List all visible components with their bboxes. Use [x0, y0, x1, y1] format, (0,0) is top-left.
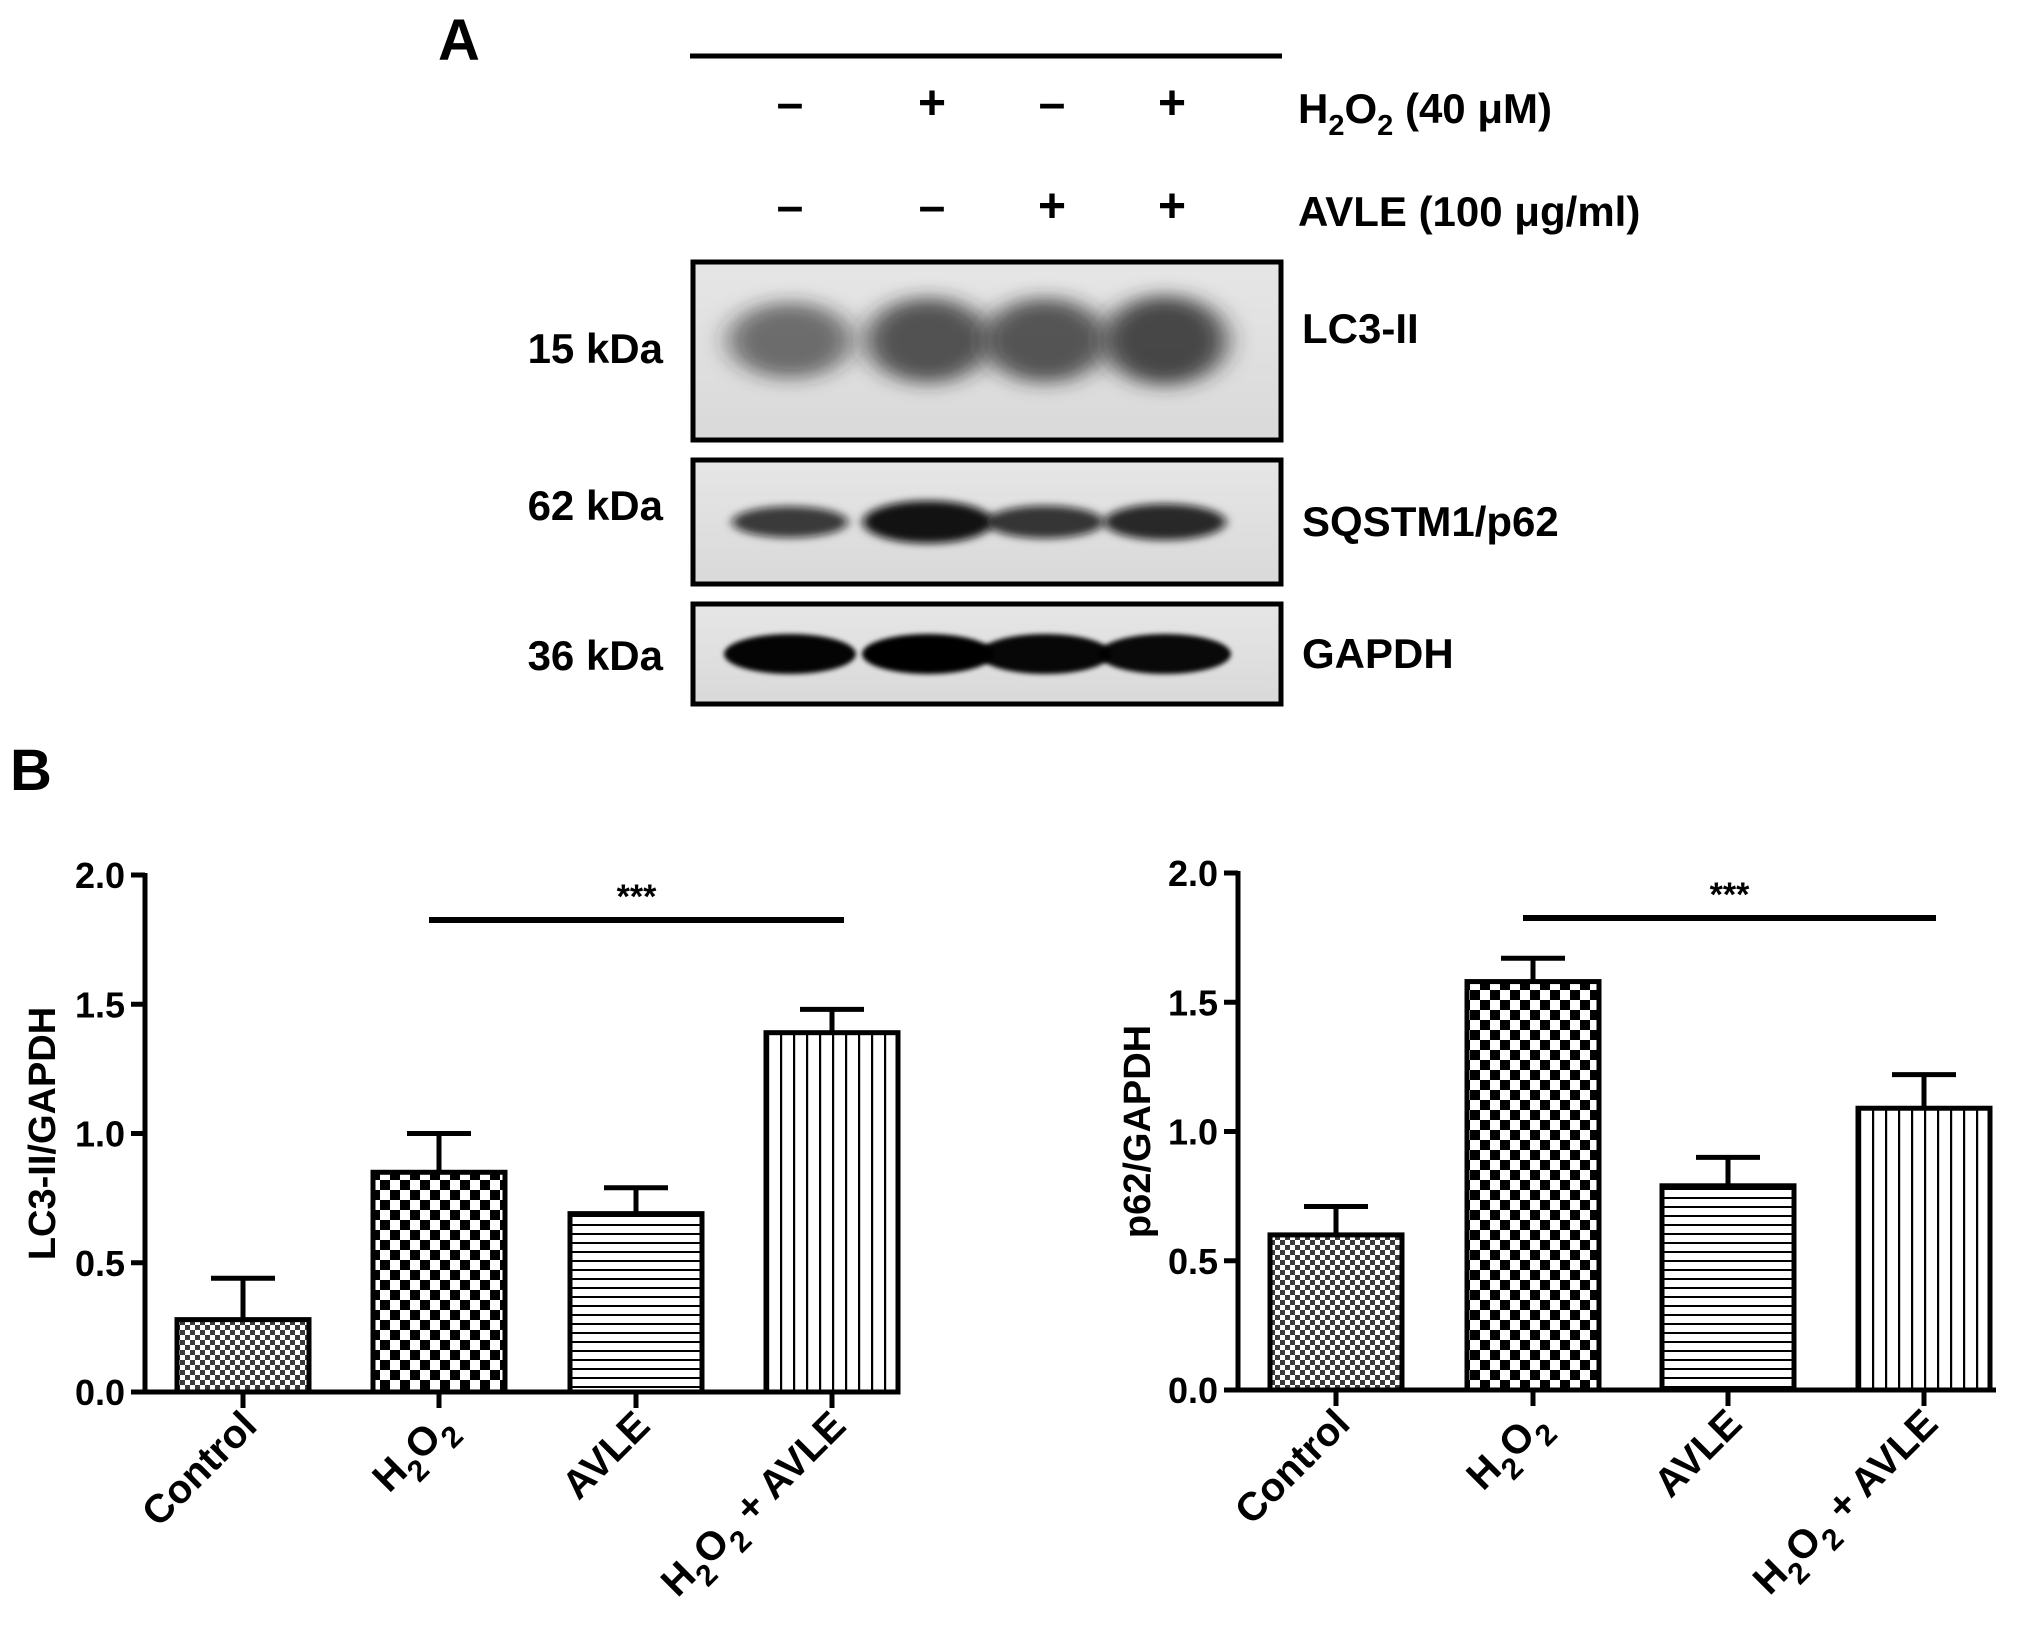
y-tick-label: 2.0 — [1168, 853, 1218, 894]
y-tick-label: 0.0 — [1168, 1370, 1218, 1411]
y-tick-label: 2.0 — [75, 855, 125, 896]
lc3-bar-chart: 0.0 0.5 1.0 1.5 2.0 LC3-II/GAPDH Control H2​O2​… — [22, 855, 901, 1613]
x-tick-label: Control — [134, 1403, 266, 1535]
blot-marker-label: 36 kDa — [528, 632, 664, 679]
x-tick-label: H2​O2​ + AVLE — [1745, 1401, 1955, 1611]
significance-label: *** — [1710, 876, 1750, 914]
treatment-sign: – — [777, 77, 804, 130]
treatment-label: AVLE (100 μg/ml) — [1298, 188, 1640, 235]
blot-frame — [690, 259, 1284, 443]
blot-band — [862, 634, 994, 674]
blot-protein-label: LC3-II — [1302, 305, 1419, 352]
bar — [174, 1317, 312, 1395]
treatment-sign: – — [919, 180, 946, 233]
x-tick-label: H2​O2​ + AVLE — [653, 1403, 863, 1613]
significance-label: *** — [617, 878, 657, 916]
blot-marker-label: 15 kDa — [528, 325, 664, 372]
panel-a-label: A — [438, 8, 480, 73]
treatment-sign: + — [918, 77, 946, 130]
y-axis-label: LC3-II/GAPDH — [22, 1007, 64, 1260]
bar — [1267, 1232, 1405, 1393]
bar — [1659, 1183, 1797, 1393]
y-tick-label: 0.5 — [75, 1243, 125, 1284]
bar — [370, 1169, 508, 1395]
treatment-label: H2​O2​ (40 μM) — [1298, 85, 1552, 142]
x-tick-label: H2​O2​ — [364, 1403, 470, 1509]
blot-band — [983, 298, 1107, 383]
bar — [1855, 1105, 1993, 1393]
x-tick-label: H2​O2​ — [1458, 1401, 1564, 1507]
treatment-sign: + — [1158, 180, 1186, 233]
blot-band — [979, 634, 1111, 674]
treatment-sign: – — [1039, 77, 1066, 130]
bar — [1464, 979, 1602, 1393]
bar — [763, 1030, 901, 1395]
blot-band — [732, 506, 848, 538]
blot-marker-label: 62 kDa — [528, 482, 664, 529]
panel-b-label: B — [10, 738, 52, 803]
blot-frame — [690, 601, 1284, 707]
bar — [567, 1211, 705, 1395]
y-tick-label: 1.5 — [75, 984, 125, 1025]
y-tick-label: 1.5 — [1168, 982, 1218, 1023]
treatment-sign: + — [1038, 180, 1066, 233]
blot-protein-label: GAPDH — [1302, 630, 1454, 677]
y-tick-label: 1.0 — [1168, 1112, 1218, 1153]
p62-bar-chart: 0.0 0.5 1.0 1.5 2.0 p62/GAPDH Control H2​O2​ AVL… — [1117, 853, 1996, 1611]
x-tick-label: AVLE — [554, 1403, 658, 1507]
x-tick-label: Control — [1227, 1401, 1359, 1533]
blot-band — [728, 302, 852, 379]
western-blot-panel: – + – + H2​O2​ (40 μM) – – + + AVLE (100 μg/ml) LC… — [528, 77, 1640, 707]
blot-band — [862, 500, 994, 544]
y-tick-label: 1.0 — [75, 1114, 125, 1155]
treatment-sign: – — [777, 180, 804, 233]
blot-band — [1099, 634, 1231, 674]
blot-band — [1103, 295, 1227, 386]
blot-frame — [690, 457, 1284, 587]
x-tick-label: AVLE — [1646, 1401, 1750, 1505]
y-axis-label: p62/GAPDH — [1117, 1025, 1159, 1238]
treatment-sign: + — [1158, 77, 1186, 130]
y-tick-label: 0.0 — [75, 1372, 125, 1413]
y-tick-label: 0.5 — [1168, 1241, 1218, 1282]
blot-band — [1104, 503, 1226, 541]
blot-protein-label: SQSTM1/p62 — [1302, 498, 1559, 545]
blot-band — [866, 297, 990, 383]
blot-band — [724, 634, 856, 674]
blot-band — [986, 505, 1104, 539]
